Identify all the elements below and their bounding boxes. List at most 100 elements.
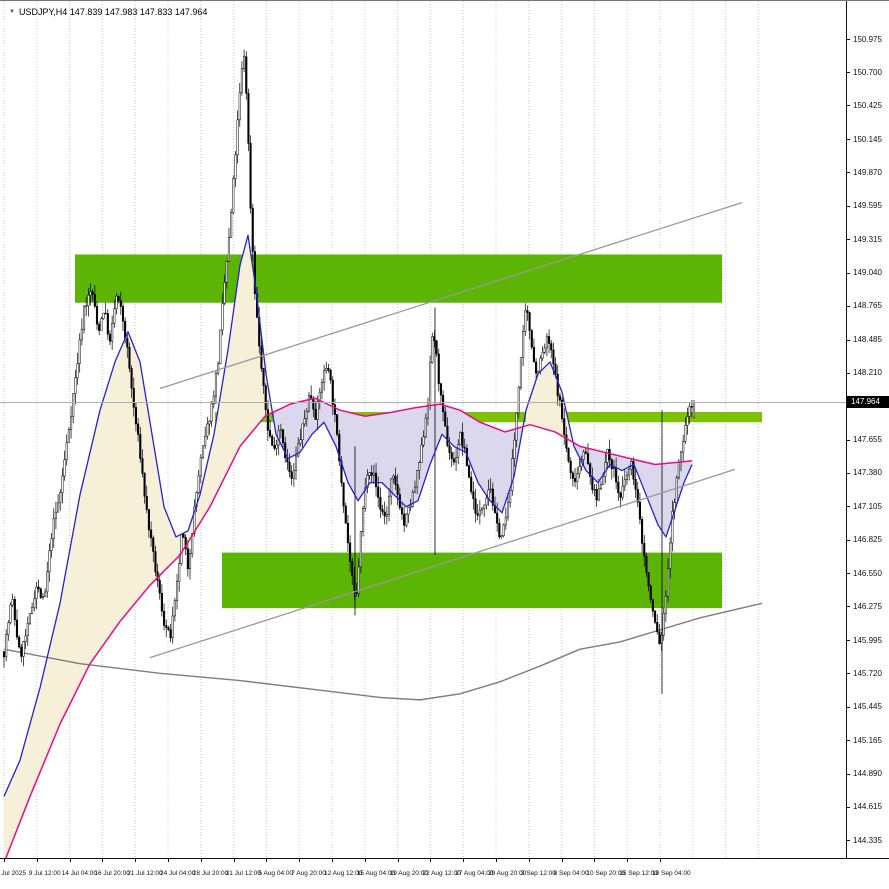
candle-body [184, 537, 187, 549]
candle-body [448, 445, 451, 453]
candle-body [654, 610, 657, 623]
price-tick-label: 144.335 [853, 835, 882, 845]
candle-body [269, 430, 272, 437]
candle-body [442, 394, 445, 413]
price-tick-label: 145.720 [853, 668, 882, 678]
candle-body [173, 600, 176, 617]
candle-body [437, 353, 440, 384]
candle-body [357, 566, 360, 594]
candle-body [526, 310, 529, 313]
price-tick-mark [847, 305, 850, 307]
candle-body [643, 543, 646, 557]
price-tick-mark [847, 573, 850, 575]
candle-body [39, 588, 42, 598]
supply-zone-upper[interactable] [75, 254, 722, 303]
symbol-marker-icon: ▼ [9, 8, 15, 15]
price-tick-mark [847, 806, 850, 808]
candle-body [377, 486, 380, 498]
candle-body [303, 418, 306, 425]
candle-body [290, 471, 293, 479]
time-tick-mark [233, 859, 235, 862]
candle-body [89, 291, 92, 296]
candle-body [666, 568, 670, 597]
candle-body [366, 475, 369, 489]
price-tick-mark [847, 740, 850, 742]
time-tick-mark [496, 859, 497, 862]
candle-body [409, 505, 412, 508]
candle-body [554, 363, 557, 375]
time-tick-mark [364, 859, 366, 862]
candle-body [476, 513, 479, 516]
candle-body [483, 504, 486, 509]
candle-body [444, 411, 447, 427]
candle-body [390, 478, 393, 497]
pivot-zone-mid[interactable] [215, 411, 762, 423]
candle-body [541, 352, 544, 359]
candle-body [113, 308, 116, 324]
candle-body [628, 468, 631, 476]
candle-body [325, 368, 328, 371]
candle-body [126, 338, 129, 348]
time-tick-mark [561, 859, 563, 862]
candle-body [294, 455, 298, 471]
candle-body [610, 459, 613, 470]
current-price-tag: 147.964 [847, 396, 889, 409]
candle-body [496, 512, 499, 524]
demand-zone-lower[interactable] [222, 552, 722, 609]
candle-body [180, 533, 183, 564]
candle-body [35, 586, 38, 600]
candlesticks[interactable] [2, 49, 696, 694]
candle-body [119, 300, 122, 307]
candle-body [429, 362, 432, 404]
candle-body [329, 370, 332, 381]
candle-body [147, 509, 150, 531]
price-tick-label: 147.655 [853, 435, 882, 445]
candle-body [247, 92, 250, 144]
candle-body [522, 330, 525, 358]
candle-body [513, 439, 516, 459]
candle-body [193, 506, 196, 535]
candle-body [593, 489, 596, 491]
candle-body [472, 491, 475, 500]
candle-body [686, 416, 689, 426]
candle-body [320, 382, 324, 393]
candle-body [48, 550, 51, 573]
candle-body [480, 508, 484, 511]
candle-body [641, 518, 644, 544]
price-axis[interactable]: 150.975 150.700 150.425 150.145 149.870 149.5… [846, 1, 889, 858]
candle-body [675, 477, 678, 504]
price-tick-label: 145.995 [853, 635, 882, 645]
candle-body [128, 347, 131, 369]
candle-body [46, 571, 49, 593]
candle-body [418, 462, 421, 471]
candle-body [7, 622, 10, 635]
price-tick-label: 144.615 [853, 802, 882, 812]
candle-body [403, 513, 406, 526]
candle-body [121, 306, 125, 322]
candle-body [137, 423, 140, 435]
price-tick-mark [847, 673, 850, 675]
candle-body [362, 508, 365, 532]
candle-body [95, 306, 99, 325]
candle-body [208, 420, 211, 425]
candle-body [647, 572, 650, 587]
candle-body [130, 368, 133, 389]
time-tick-label: 12 Aug 12:00 [324, 870, 363, 877]
channel-lower-trendline[interactable] [149, 468, 736, 659]
candle-body [400, 507, 404, 515]
chart-canvas[interactable] [0, 1, 846, 858]
candle-body [524, 310, 527, 332]
candle-body [167, 627, 170, 630]
time-tick-label: 22 Aug 12:00 [422, 870, 461, 877]
candle-body [567, 447, 570, 462]
candle-body [656, 621, 659, 633]
time-tick-label: 31 Jul 12:00 [225, 870, 262, 877]
price-tick-mark [847, 439, 850, 441]
candle-body [606, 449, 609, 463]
candle-body [463, 446, 466, 449]
channel-upper-trendline[interactable] [159, 201, 743, 390]
chart-plot-area[interactable]: ▼ USDJPY,H4 147.839 147.983 147.833 147.… [0, 1, 846, 858]
price-tick-mark [847, 139, 850, 141]
candle-body [595, 489, 598, 501]
